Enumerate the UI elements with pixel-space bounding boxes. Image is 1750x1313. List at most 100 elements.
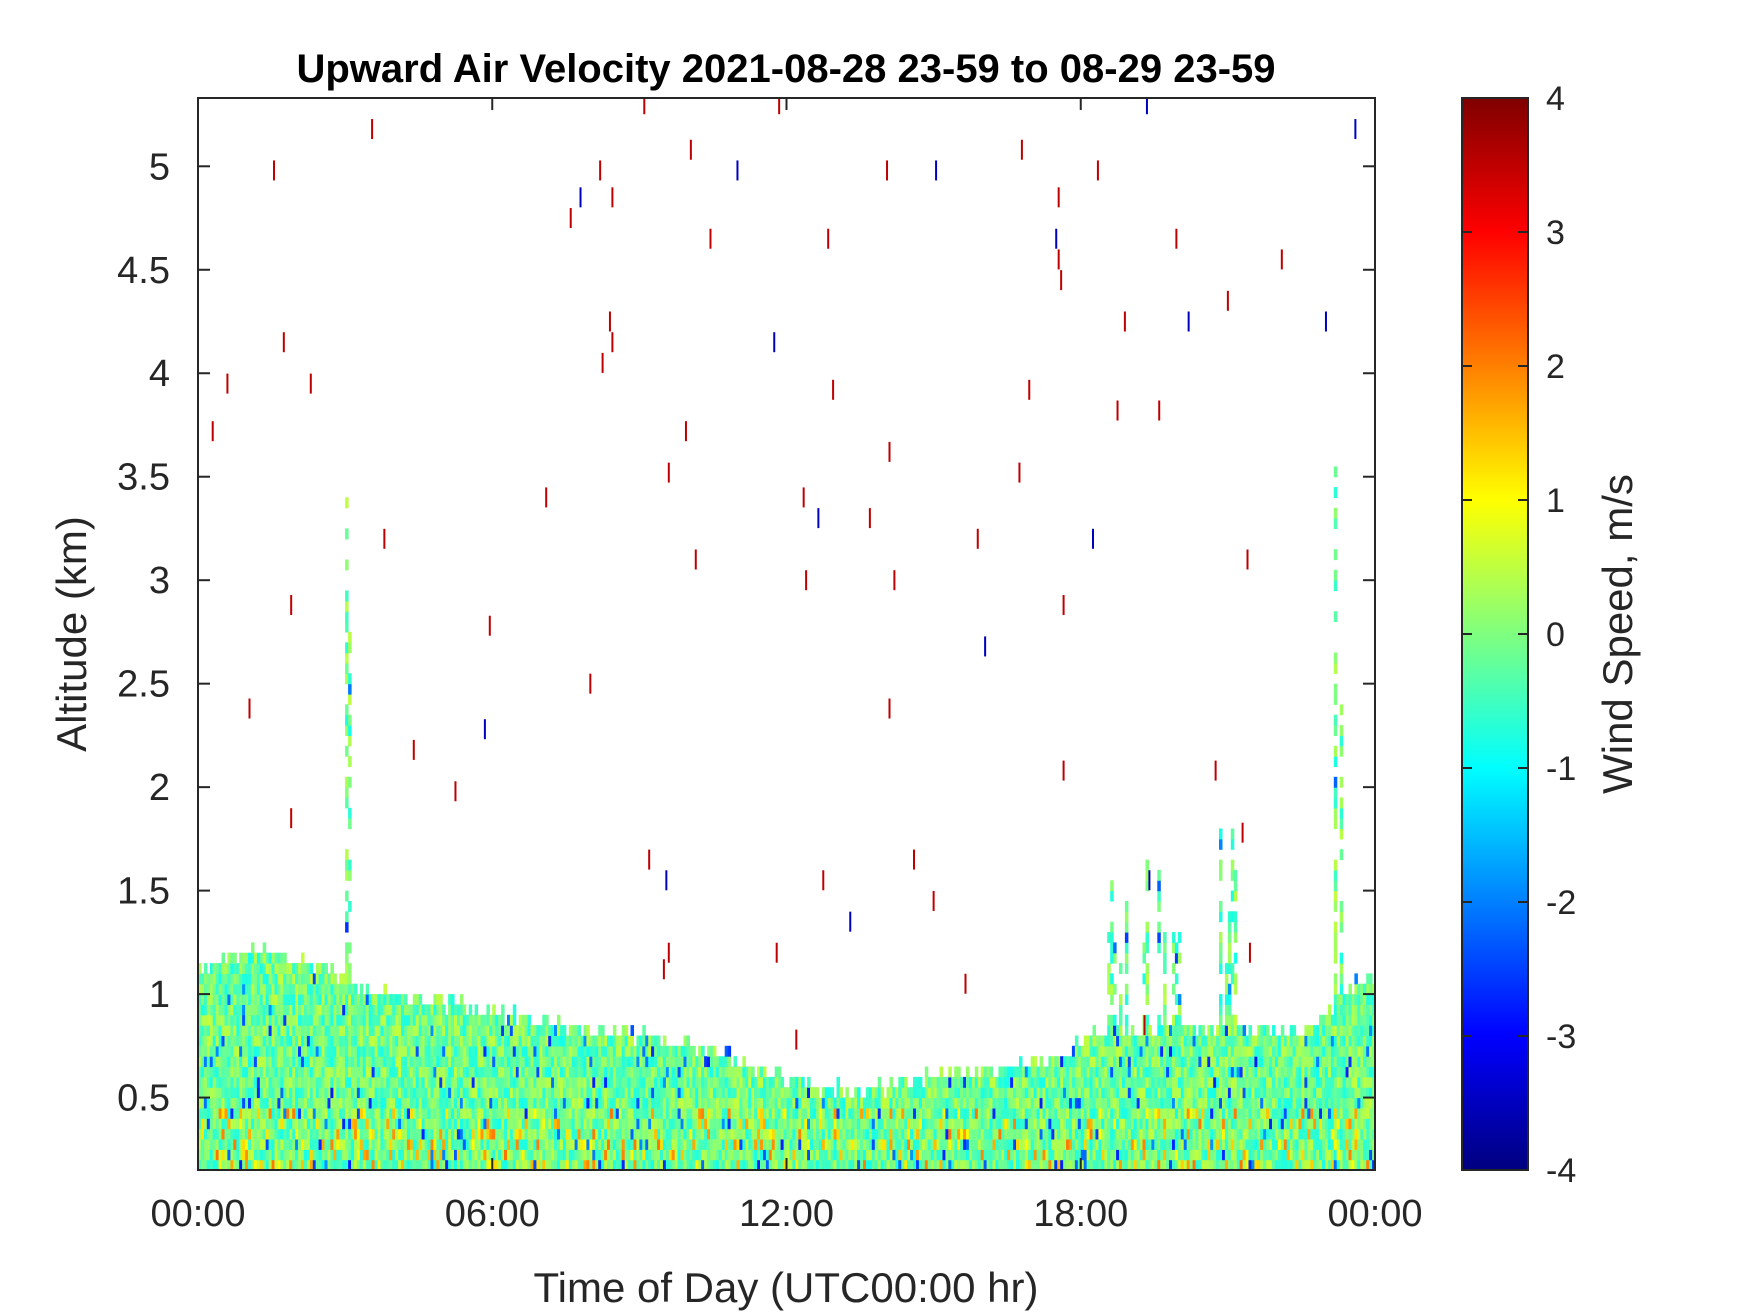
heatmap-cell: [321, 1159, 326, 1170]
heatmap-cell: [248, 1014, 252, 1026]
heatmap-cell: [330, 1066, 334, 1078]
heatmap-cell: [960, 1097, 964, 1109]
heatmap-cell: [454, 1097, 458, 1109]
heatmap-cell: [418, 1128, 423, 1140]
heatmap-cell: [233, 1004, 237, 1016]
heatmap-cell: [692, 1139, 696, 1150]
heatmap-cell: [486, 1004, 490, 1016]
heatmap-cell: [813, 1128, 817, 1140]
heatmap-cell: [507, 1149, 511, 1161]
heatmap-cell: [1071, 1056, 1076, 1068]
heatmap-cell: [380, 1139, 384, 1150]
heatmap-cell: [286, 1139, 290, 1150]
heatmap-cell: [642, 1128, 646, 1140]
heatmap-cell: [960, 1159, 964, 1170]
heatmap-cell: [1036, 1149, 1041, 1161]
heatmap-cell: [609, 1066, 614, 1078]
heatmap-cell: [230, 1056, 234, 1068]
heatmap-cell: [542, 1076, 546, 1088]
heatmap-cell: [330, 973, 334, 985]
heatmap-cell: [998, 1149, 1002, 1161]
heatmap-cell: [386, 1014, 390, 1026]
heatmap-cell: [212, 1076, 217, 1088]
heatmap-cell: [477, 1056, 481, 1068]
heatmap-cell: [1057, 1149, 1061, 1161]
heatmap-cell: [1180, 1139, 1185, 1150]
heatmap-cell: [1013, 1066, 1017, 1078]
heatmap-cell: [533, 1035, 537, 1047]
heatmap-cell: [580, 1045, 584, 1057]
heatmap-cell: [439, 1025, 443, 1036]
heatmap-cell: [1216, 1107, 1220, 1119]
heatmap-cell: [1077, 1139, 1082, 1150]
heatmap-cell: [1104, 1149, 1108, 1161]
heatmap-cell: [945, 1159, 949, 1170]
heatmap-cell: [1104, 1139, 1108, 1150]
heatmap-cell: [215, 994, 220, 1005]
heatmap-cell: [1027, 1139, 1032, 1150]
heatmap-cell: [1172, 1149, 1176, 1161]
heatmap-cell: [848, 1149, 852, 1161]
heatmap-cell: [1066, 1097, 1070, 1109]
heatmap-cell: [1083, 1097, 1088, 1109]
heatmap-cell: [518, 1107, 523, 1119]
heatmap-cell: [1183, 1159, 1188, 1170]
heatmap-cell: [1104, 1159, 1108, 1170]
heatmap-cell: [1230, 1149, 1235, 1161]
heatmap-cell: [1233, 1149, 1238, 1161]
heatmap-cell: [368, 1107, 373, 1119]
heatmap-cell: [477, 1159, 481, 1170]
heatmap-cell: [418, 1014, 423, 1026]
heatmap-cell: [380, 994, 384, 1005]
heatmap-cell: [342, 1066, 346, 1078]
heatmap-cell: [901, 1128, 905, 1140]
heatmap-cell: [377, 994, 381, 1005]
heatmap-cell: [324, 973, 328, 985]
heatmap-cell: [1230, 1118, 1235, 1130]
heatmap-cell: [371, 1118, 376, 1130]
heatmap-cell: [1195, 1097, 1199, 1109]
heatmap-cell: [624, 1107, 629, 1119]
heatmap-cell: [309, 1025, 314, 1036]
heatmap-cell: [551, 1107, 555, 1119]
heatmap-cell: [574, 1066, 579, 1078]
heatmap-cell: [624, 1035, 629, 1047]
heatmap-cell: [565, 1128, 570, 1140]
heatmap-cell: [1201, 1045, 1205, 1057]
heatmap-cell: [406, 1159, 411, 1170]
heatmap-cell: [362, 1118, 367, 1130]
heatmap-cell: [253, 1128, 258, 1140]
heatmap-cell: [724, 1128, 729, 1140]
heatmap-cell: [810, 1087, 814, 1099]
heatmap-cell: [1151, 1076, 1155, 1088]
heatmap-cell: [1145, 1107, 1149, 1119]
heatmap-cell: [554, 1097, 558, 1109]
heatmap-cell: [345, 1056, 349, 1068]
heatmap-cell: [877, 1076, 882, 1088]
heatmap-cell: [654, 1128, 658, 1140]
heatmap-cell: [1189, 1045, 1194, 1057]
heatmap-cell: [1186, 1087, 1191, 1099]
heatmap-cell: [459, 1025, 464, 1036]
heatmap-cell: [253, 1149, 258, 1161]
heatmap-cell: [483, 1087, 487, 1099]
heatmap-cell: [662, 1107, 667, 1119]
heatmap-cell: [530, 1159, 534, 1170]
heatmap-cell: [657, 1128, 661, 1140]
heatmap-cell: [1080, 1076, 1085, 1088]
heatmap-cell: [551, 1035, 555, 1047]
heatmap-cell: [383, 1014, 387, 1026]
heatmap-cell: [339, 1014, 343, 1026]
heatmap-cell: [839, 1087, 843, 1099]
heatmap-cell: [633, 1066, 637, 1078]
heatmap-cell: [465, 1128, 470, 1140]
heatmap-cell: [451, 1159, 455, 1170]
heatmap-cell: [430, 1025, 434, 1036]
heatmap-cell: [1230, 1066, 1235, 1078]
heatmap-cell: [665, 1087, 670, 1099]
heatmap-cell: [801, 1139, 805, 1150]
heatmap-cell: [215, 1159, 220, 1170]
heatmap-cell: [586, 1118, 590, 1130]
heatmap-cell: [436, 1087, 440, 1099]
heatmap-cell: [1092, 1066, 1096, 1078]
